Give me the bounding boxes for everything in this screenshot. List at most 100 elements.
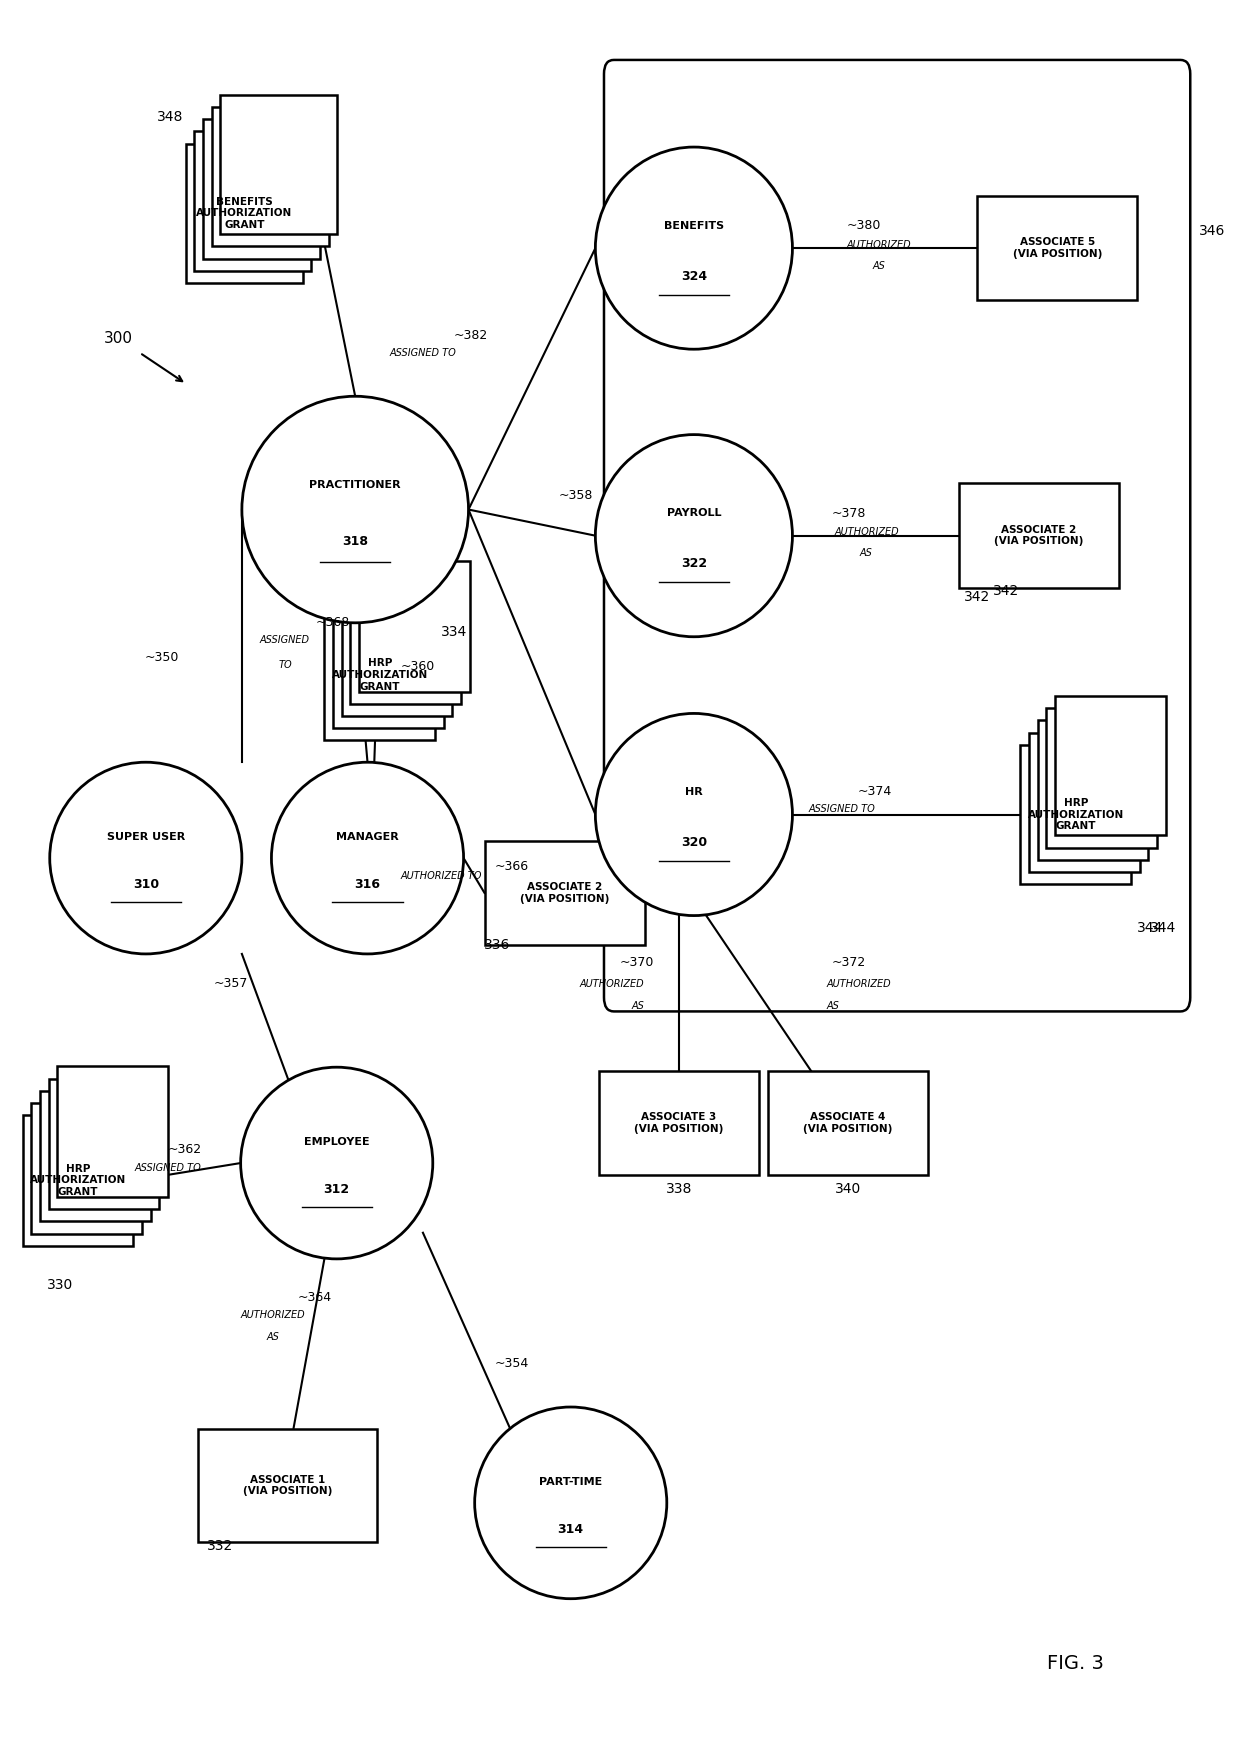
Ellipse shape: [595, 434, 792, 637]
Bar: [48, 1079, 160, 1210]
FancyBboxPatch shape: [604, 60, 1190, 1012]
Bar: [959, 483, 1118, 588]
Text: FIG. 3: FIG. 3: [1048, 1653, 1104, 1672]
Ellipse shape: [595, 713, 792, 916]
Ellipse shape: [50, 762, 242, 954]
Text: PRACTITIONER: PRACTITIONER: [309, 480, 401, 490]
Text: EMPLOYEE: EMPLOYEE: [304, 1136, 370, 1147]
Ellipse shape: [242, 396, 469, 623]
Bar: [768, 1070, 928, 1175]
Text: 314: 314: [558, 1523, 584, 1536]
Bar: [212, 107, 329, 247]
Text: 320: 320: [681, 837, 707, 849]
Text: ASSIGNED TO: ASSIGNED TO: [135, 1163, 201, 1173]
Text: ASSOCIATE 2
(VIA POSITION): ASSOCIATE 2 (VIA POSITION): [994, 525, 1084, 546]
Bar: [1038, 720, 1148, 860]
Ellipse shape: [272, 762, 464, 954]
Text: PAYROLL: PAYROLL: [667, 508, 722, 518]
Text: AUTHORIZED: AUTHORIZED: [847, 240, 911, 250]
Text: 312: 312: [324, 1184, 350, 1196]
Text: 332: 332: [207, 1539, 233, 1553]
Text: ASSOCIATE 5
(VIA POSITION): ASSOCIATE 5 (VIA POSITION): [1013, 238, 1102, 259]
Text: 344: 344: [1137, 921, 1163, 935]
Bar: [350, 573, 461, 704]
Text: AUTHORIZED TO: AUTHORIZED TO: [401, 870, 482, 881]
Text: MANAGER: MANAGER: [336, 832, 399, 842]
Text: HRP
AUTHORIZATION
GRANT: HRP AUTHORIZATION GRANT: [30, 1164, 126, 1198]
Text: BENEFITS: BENEFITS: [663, 221, 724, 231]
Text: SUPER USER: SUPER USER: [107, 832, 185, 842]
Text: ~357: ~357: [213, 977, 248, 989]
Text: 346: 346: [1199, 224, 1225, 238]
Text: 330: 330: [46, 1278, 73, 1292]
Text: AUTHORIZED: AUTHORIZED: [827, 979, 892, 989]
Text: 338: 338: [666, 1182, 692, 1196]
Bar: [1047, 707, 1157, 847]
Text: HRP
AUTHORIZATION
GRANT: HRP AUTHORIZATION GRANT: [1028, 798, 1123, 832]
Text: ASSOCIATE 4
(VIA POSITION): ASSOCIATE 4 (VIA POSITION): [804, 1112, 893, 1133]
Text: ASSIGNED TO: ASSIGNED TO: [808, 804, 875, 814]
Text: ~382: ~382: [454, 329, 489, 341]
Text: ~364: ~364: [298, 1290, 331, 1304]
Text: ~362: ~362: [167, 1143, 202, 1156]
Bar: [342, 585, 453, 716]
Bar: [57, 1066, 167, 1198]
Bar: [40, 1091, 151, 1222]
Text: ~366: ~366: [495, 860, 528, 874]
Text: ~354: ~354: [495, 1357, 528, 1369]
Text: 334: 334: [440, 625, 466, 639]
Bar: [203, 119, 320, 259]
Text: HR: HR: [684, 788, 703, 797]
Text: 310: 310: [133, 879, 159, 891]
Bar: [31, 1103, 143, 1234]
Text: ~372: ~372: [832, 956, 866, 968]
Text: ~368: ~368: [316, 616, 350, 629]
Bar: [221, 95, 337, 235]
Bar: [198, 1429, 377, 1543]
Text: 324: 324: [681, 270, 707, 284]
Ellipse shape: [241, 1066, 433, 1259]
Text: ~358: ~358: [558, 489, 593, 503]
Text: ~380: ~380: [847, 219, 882, 231]
Text: ASSOCIATE 2
(VIA POSITION): ASSOCIATE 2 (VIA POSITION): [520, 883, 609, 904]
Text: ~374: ~374: [858, 786, 892, 798]
Text: TO: TO: [278, 660, 291, 669]
Text: AUTHORIZED: AUTHORIZED: [580, 979, 645, 989]
Text: 344: 344: [1149, 921, 1176, 935]
Text: 340: 340: [835, 1182, 861, 1196]
Text: 336: 336: [484, 939, 510, 953]
Text: 322: 322: [681, 557, 707, 571]
Text: 316: 316: [355, 879, 381, 891]
Text: AS: AS: [872, 261, 885, 271]
Text: 342: 342: [993, 585, 1019, 599]
Bar: [22, 1115, 134, 1245]
Bar: [1055, 695, 1166, 835]
Text: AS: AS: [859, 548, 873, 559]
Bar: [325, 609, 435, 741]
Text: ~370: ~370: [620, 956, 655, 968]
Text: ASSIGNED: ASSIGNED: [260, 636, 310, 644]
Bar: [358, 560, 470, 692]
Text: AUTHORIZED: AUTHORIZED: [835, 527, 899, 538]
Text: AUTHORIZED: AUTHORIZED: [241, 1310, 305, 1320]
Ellipse shape: [595, 147, 792, 348]
Text: BENEFITS
AUTHORIZATION
GRANT: BENEFITS AUTHORIZATION GRANT: [196, 196, 293, 229]
Bar: [1021, 744, 1131, 884]
Text: HRP
AUTHORIZATION
GRANT: HRP AUTHORIZATION GRANT: [332, 658, 428, 692]
Text: 348: 348: [157, 110, 184, 124]
Bar: [195, 131, 311, 271]
Bar: [977, 196, 1137, 301]
Text: PART-TIME: PART-TIME: [539, 1476, 603, 1487]
Ellipse shape: [475, 1408, 667, 1599]
Text: ASSOCIATE 3
(VIA POSITION): ASSOCIATE 3 (VIA POSITION): [635, 1112, 724, 1133]
Text: AS: AS: [827, 1002, 839, 1010]
Bar: [1029, 732, 1140, 872]
Text: AS: AS: [631, 1002, 645, 1010]
Text: 318: 318: [342, 534, 368, 548]
Text: ~360: ~360: [401, 660, 435, 672]
Bar: [485, 840, 645, 946]
Bar: [599, 1070, 759, 1175]
Text: ASSIGNED TO: ASSIGNED TO: [389, 348, 456, 357]
Text: ~378: ~378: [832, 506, 867, 520]
Text: AS: AS: [267, 1333, 279, 1343]
